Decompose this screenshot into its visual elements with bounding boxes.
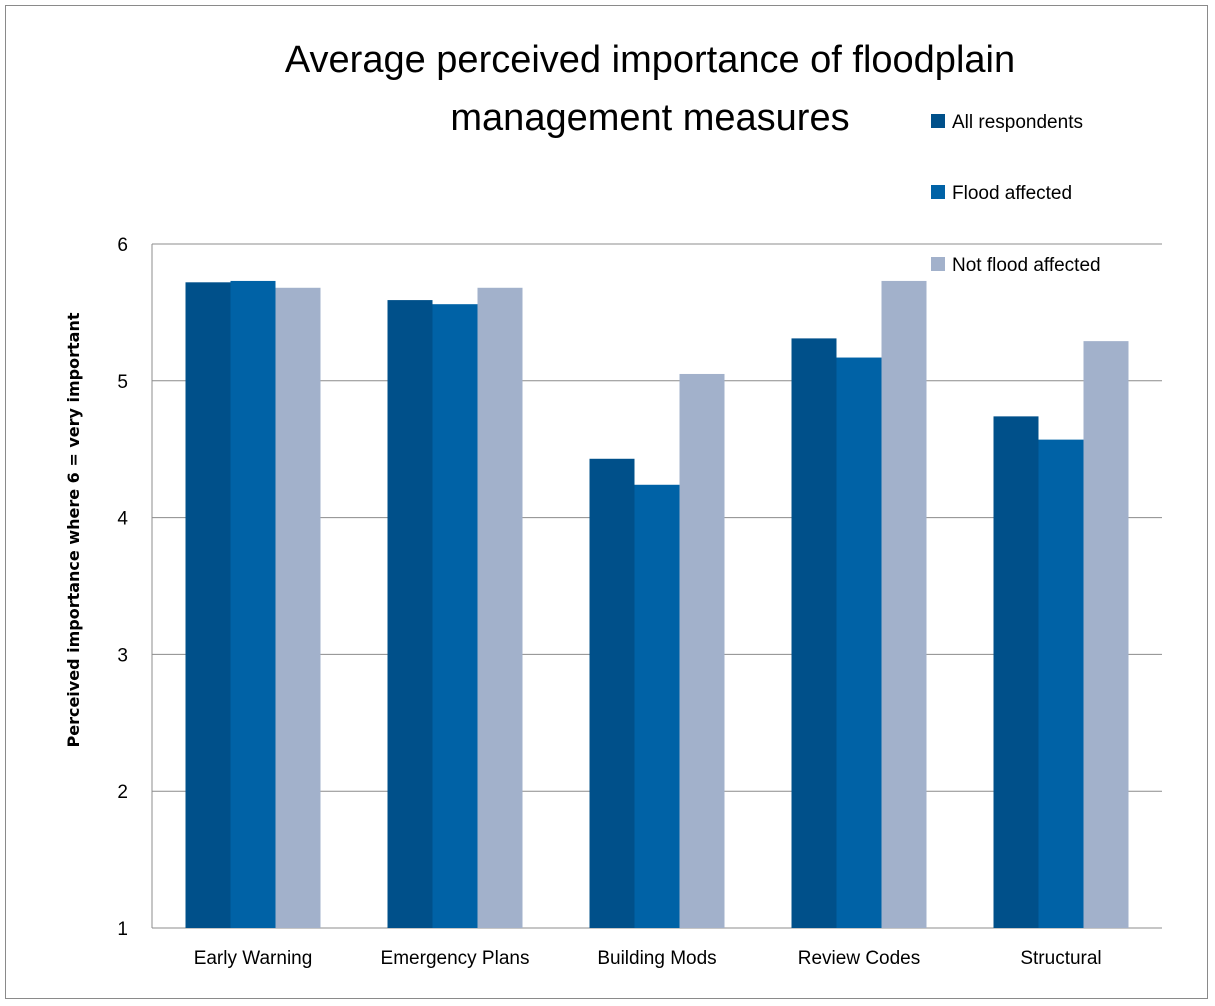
x-category-labels: Early Warning Emergency Plans Building Mod…: [194, 948, 1102, 969]
bar-building-mods-series-1: [634, 484, 680, 928]
legend-swatch: [931, 257, 945, 271]
y-tick-label: 2: [117, 782, 128, 803]
bar-review-codes-series-2: [881, 280, 927, 928]
y-tick-labels: 1 2 3 4 5 6: [117, 235, 128, 940]
bar-early-warning-series-2: [275, 287, 321, 928]
bar-early-warning-series-0: [185, 282, 231, 929]
y-tick-label: 1: [117, 919, 128, 940]
bar-emergency-plans-series-0: [387, 300, 433, 928]
x-category-label: Emergency Plans: [381, 948, 530, 969]
y-axis-label: Perceived importance where 6 = very impo…: [64, 312, 83, 747]
legend-label: All respondents: [952, 112, 1083, 133]
y-tick-label: 4: [117, 509, 128, 530]
bar-review-codes-series-0: [791, 338, 837, 929]
bar-building-mods-series-2: [679, 373, 725, 929]
x-category-label: Early Warning: [194, 948, 313, 969]
y-tick-label: 6: [117, 235, 128, 256]
legend-label: Flood affected: [952, 183, 1072, 204]
y-tick-label: 5: [117, 372, 128, 393]
chart-title-line-1: Average perceived importance of floodpla…: [285, 39, 1015, 81]
bar-structural-series-2: [1083, 341, 1129, 928]
bar-structural-series-0: [993, 416, 1039, 928]
bar-building-mods-series-0: [589, 458, 635, 928]
legend-label: Not flood affected: [952, 255, 1101, 276]
bar-emergency-plans-series-2: [477, 287, 523, 928]
bar-review-codes-series-1: [836, 357, 882, 928]
x-category-label: Review Codes: [798, 948, 921, 969]
bars: [185, 280, 1129, 929]
bar-emergency-plans-series-1: [432, 304, 478, 928]
x-category-label: Structural: [1020, 948, 1101, 969]
legend-swatch: [931, 114, 945, 128]
x-category-label: Building Mods: [597, 948, 716, 969]
bar-early-warning-series-1: [230, 280, 276, 928]
legend: All respondents Flood affected Not flood a…: [931, 112, 1101, 276]
bar-structural-series-1: [1038, 439, 1084, 928]
y-tick-label: 3: [117, 645, 128, 666]
legend-swatch: [931, 185, 945, 199]
chart-title-line-2: management measures: [450, 97, 849, 139]
